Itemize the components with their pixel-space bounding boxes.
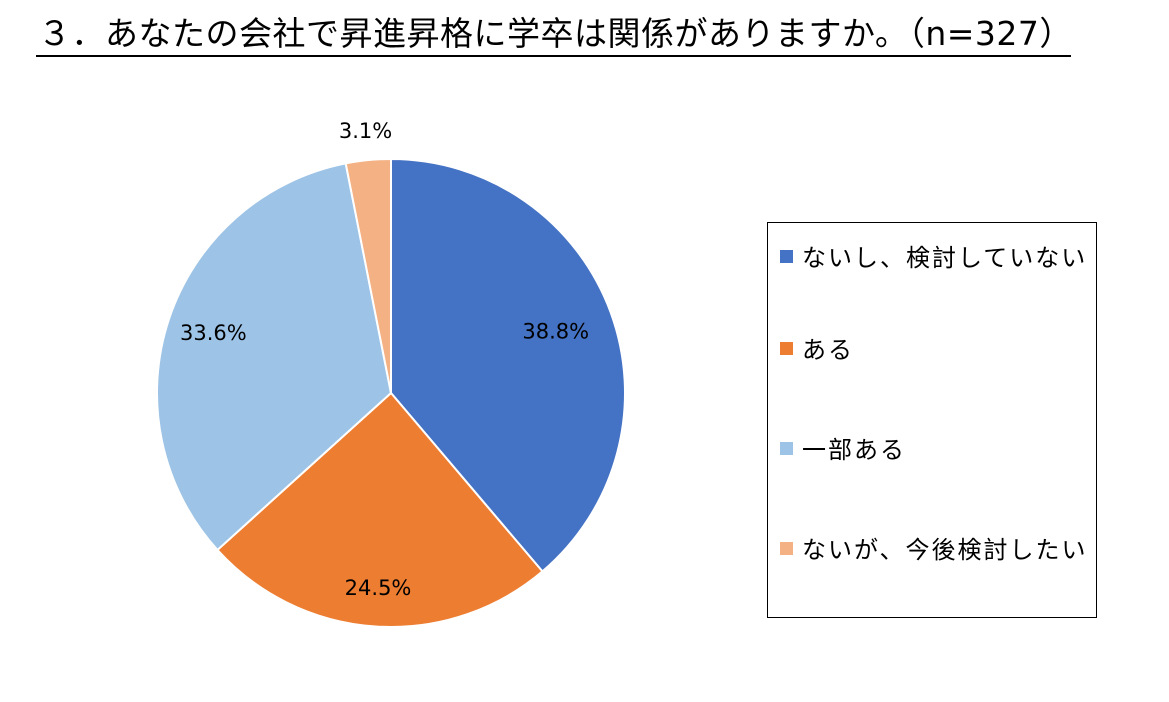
pie-slice <box>344 157 392 394</box>
pie-slice <box>216 391 544 628</box>
legend-label: ある <box>802 336 854 364</box>
legend-swatch <box>780 342 793 355</box>
legend-label: 一部ある <box>802 436 906 464</box>
legend-item: ないし、検討していない <box>780 235 1090 281</box>
chart-title: ３．あなたの会社で昇進昇格に学卒は関係がありますか。（n=327） <box>38 14 1073 53</box>
legend-label: ないが、今後検討したい <box>802 536 1088 564</box>
legend-item: 一部ある <box>780 427 1090 473</box>
legend: ないし、検討していない ある 一部ある ないが、今後検討したい <box>767 222 1097 618</box>
legend-swatch <box>780 442 793 455</box>
data-label: 38.8% <box>522 320 589 344</box>
legend-label: ないし、検討していない <box>802 244 1088 272</box>
data-label: 33.6% <box>180 321 247 345</box>
pie-slice <box>390 157 627 573</box>
data-label: 3.1% <box>339 119 392 143</box>
title-underline <box>36 55 1071 57</box>
pie-slice <box>156 162 393 552</box>
legend-item: ないが、今後検討したい <box>780 527 1090 573</box>
legend-item: ある <box>780 327 1090 373</box>
data-label: 24.5% <box>345 576 412 600</box>
legend-swatch <box>780 542 793 555</box>
legend-swatch <box>780 250 793 263</box>
